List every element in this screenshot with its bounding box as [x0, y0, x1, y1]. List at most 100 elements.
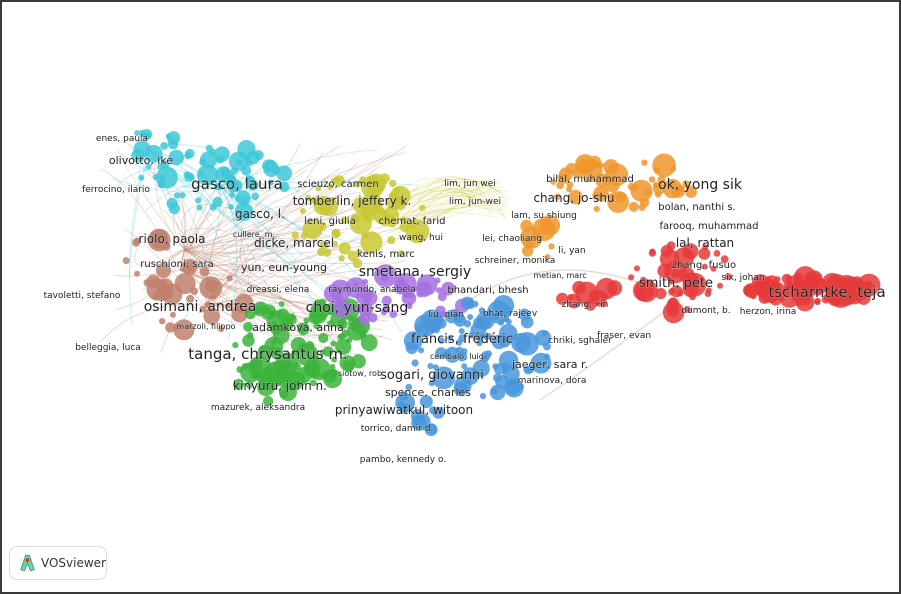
author-node-green[interactable] — [318, 332, 329, 344]
author-node-purple[interactable] — [336, 301, 343, 308]
author-node-green[interactable] — [263, 396, 274, 407]
author-node-orange[interactable] — [652, 153, 676, 178]
author-node-red[interactable] — [556, 292, 569, 305]
author-node-yellow[interactable] — [327, 183, 334, 190]
author-label[interactable]: zhang, fusuo — [671, 260, 736, 272]
author-node-yellow[interactable] — [332, 229, 339, 236]
author-node-blue[interactable] — [482, 356, 489, 363]
author-node-orange[interactable] — [575, 154, 596, 175]
author-node-red[interactable] — [682, 272, 707, 297]
author-node-green[interactable] — [279, 390, 289, 399]
author-node-orange[interactable] — [532, 217, 556, 242]
author-node-blue[interactable] — [498, 335, 511, 348]
author-node-blue[interactable] — [432, 406, 445, 419]
author-node-brown[interactable] — [184, 261, 191, 268]
author-node-purple[interactable] — [323, 284, 343, 304]
author-node-red[interactable] — [575, 281, 599, 305]
author-node-cyan[interactable] — [212, 196, 223, 208]
author-node-red[interactable] — [814, 297, 821, 305]
author-node-orange[interactable] — [550, 178, 557, 185]
author-node-green[interactable] — [247, 332, 254, 339]
author-node-red[interactable] — [677, 290, 684, 297]
author-node-yellow[interactable] — [400, 216, 408, 224]
author-node-yellow[interactable] — [397, 250, 405, 258]
author-label[interactable]: leni, giulia — [304, 216, 357, 228]
author-label[interactable]: dreassi, elena — [246, 285, 310, 296]
author-node-red[interactable] — [787, 275, 803, 291]
author-node-purple[interactable] — [362, 290, 378, 306]
author-label[interactable]: choi, yun-sang — [305, 300, 409, 317]
author-node-green[interactable] — [259, 345, 266, 352]
author-label[interactable]: bhat, rajeev — [482, 309, 538, 320]
author-node-brown[interactable] — [199, 305, 207, 313]
author-node-cyan[interactable] — [139, 129, 146, 136]
author-node-orange[interactable] — [652, 181, 659, 188]
author-node-cyan[interactable] — [253, 150, 264, 161]
author-label[interactable]: scieuzo, carmen — [297, 179, 380, 191]
author-node-yellow[interactable] — [359, 176, 366, 183]
author-node-blue[interactable] — [422, 331, 429, 338]
author-node-cyan[interactable] — [197, 170, 205, 178]
author-node-brown[interactable] — [226, 275, 233, 282]
author-label[interactable]: riolo, paola — [138, 232, 206, 247]
author-node-orange[interactable] — [648, 176, 656, 183]
author-node-orange[interactable] — [602, 176, 611, 186]
author-node-cyan[interactable] — [237, 140, 256, 159]
author-node-blue[interactable] — [419, 395, 433, 409]
author-node-yellow[interactable] — [387, 236, 396, 245]
author-node-cyan[interactable] — [144, 144, 163, 163]
author-node-red[interactable] — [750, 292, 757, 300]
author-node-yellow[interactable] — [386, 217, 398, 228]
author-node-purple[interactable] — [380, 309, 387, 316]
author-node-green[interactable] — [337, 318, 348, 330]
author-label[interactable]: fraser, evan — [596, 331, 651, 342]
author-node-orange[interactable] — [638, 203, 646, 211]
author-node-green[interactable] — [297, 322, 310, 336]
author-label[interactable]: bilal, muhammad — [546, 174, 635, 186]
author-node-green[interactable] — [278, 301, 285, 307]
author-node-blue[interactable] — [530, 352, 552, 374]
author-node-green[interactable] — [342, 360, 355, 372]
author-node-orange[interactable] — [520, 219, 533, 233]
author-node-blue[interactable] — [471, 369, 477, 376]
author-node-red[interactable] — [717, 282, 723, 289]
author-label[interactable]: adámková, anna — [252, 321, 345, 335]
author-node-orange[interactable] — [566, 181, 574, 189]
vosviewer-logo-button[interactable]: VOSviewer — [9, 546, 107, 580]
author-node-brown[interactable] — [134, 237, 141, 245]
author-label[interactable]: lim, jun-wei — [448, 197, 501, 208]
author-label[interactable]: farooq, muhammad — [659, 221, 759, 233]
author-node-cyan[interactable] — [219, 167, 230, 177]
author-node-cyan[interactable] — [179, 192, 186, 199]
author-label[interactable]: kenis, marc — [357, 249, 416, 261]
author-node-red[interactable] — [634, 265, 640, 272]
author-node-cyan[interactable] — [263, 161, 280, 177]
author-node-yellow[interactable] — [386, 194, 402, 210]
author-node-orange[interactable] — [615, 191, 627, 203]
author-node-green[interactable] — [270, 347, 284, 360]
author-node-blue[interactable] — [478, 307, 485, 314]
author-label[interactable]: marinova, dora — [517, 376, 587, 387]
author-node-blue[interactable] — [431, 324, 441, 334]
author-node-green[interactable] — [245, 380, 254, 389]
author-node-cyan[interactable] — [168, 149, 185, 166]
author-node-red[interactable] — [813, 286, 823, 296]
author-node-cyan[interactable] — [245, 159, 253, 167]
author-label[interactable]: belleggia, luca — [75, 343, 142, 354]
author-node-green[interactable] — [360, 334, 378, 352]
author-node-cyan[interactable] — [234, 202, 254, 221]
author-node-orange[interactable] — [565, 162, 578, 175]
author-node-orange[interactable] — [566, 186, 572, 193]
author-label[interactable]: chemat, farid — [378, 216, 446, 228]
author-node-purple[interactable] — [381, 295, 392, 306]
author-node-cyan[interactable] — [245, 175, 252, 182]
author-node-blue[interactable] — [470, 322, 487, 339]
author-label[interactable]: tomberlin, jeffery k. — [292, 194, 412, 209]
author-node-green[interactable] — [243, 321, 254, 332]
author-label[interactable]: francis, frédéric — [411, 332, 514, 348]
author-node-red[interactable] — [649, 248, 656, 255]
author-node-red[interactable] — [778, 286, 800, 308]
author-node-cyan[interactable] — [155, 166, 178, 189]
author-node-yellow[interactable] — [340, 216, 349, 225]
author-node-orange[interactable] — [671, 184, 685, 198]
